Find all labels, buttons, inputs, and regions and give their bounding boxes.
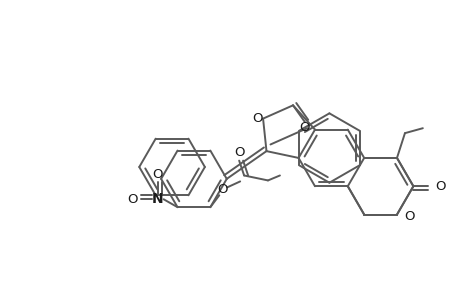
Text: O: O <box>252 112 262 125</box>
Text: O: O <box>234 146 244 159</box>
Text: O: O <box>127 193 138 206</box>
Text: N: N <box>151 192 163 206</box>
Text: O: O <box>434 180 445 193</box>
Text: O: O <box>217 183 227 196</box>
Text: O: O <box>152 168 162 181</box>
Text: O: O <box>403 210 414 223</box>
Text: O: O <box>299 121 309 134</box>
